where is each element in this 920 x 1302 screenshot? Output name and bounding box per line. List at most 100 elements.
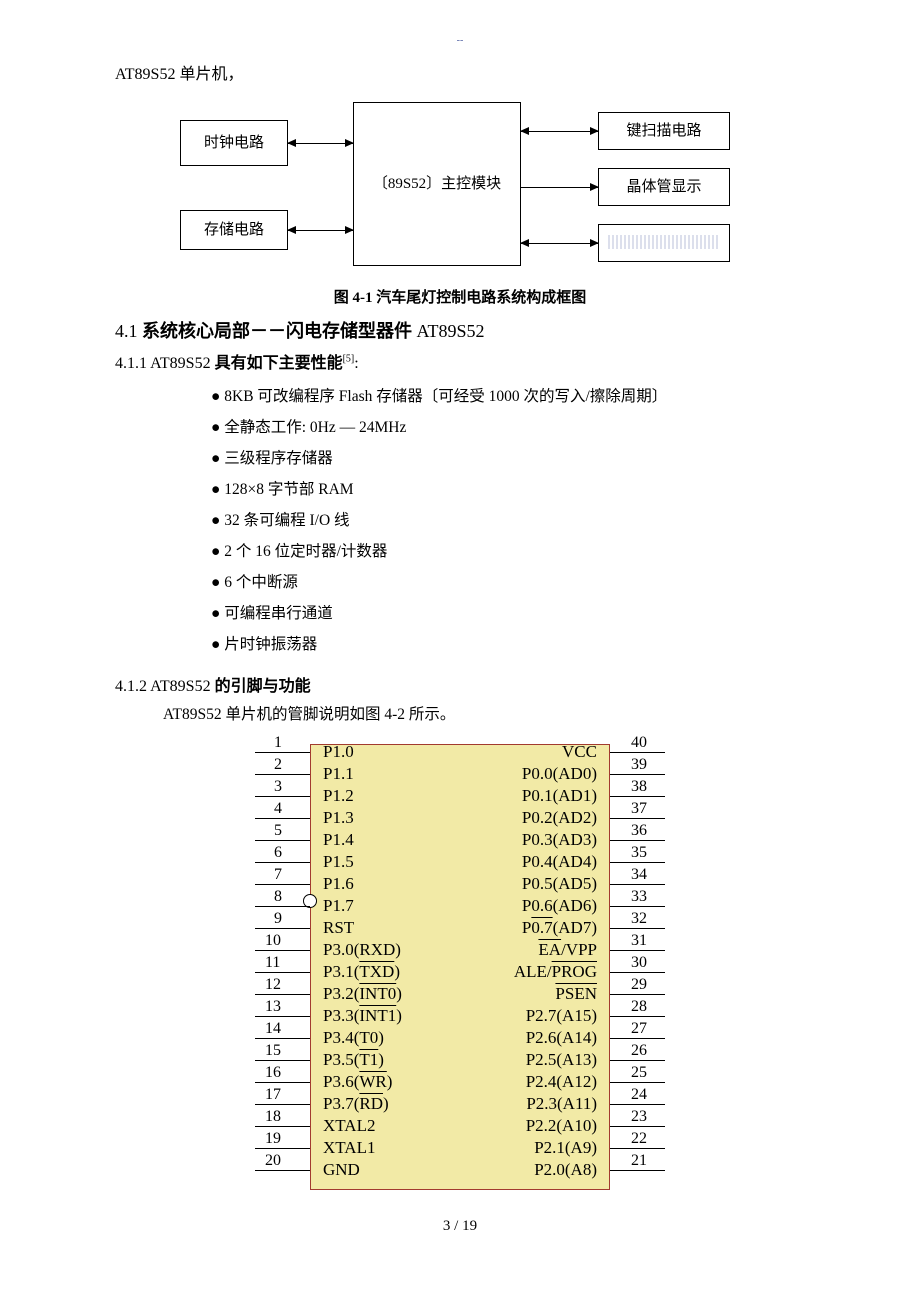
pin-num-right: 40 — [631, 734, 647, 752]
bullet-item: ● 32 条可编程 I/O 线 — [211, 505, 805, 536]
pin-label-left: RST — [323, 918, 354, 938]
pin-num-left: 14 — [265, 1020, 281, 1038]
pin-num-left: 6 — [274, 844, 282, 862]
bullet-item: ● 6 个中断源 — [211, 567, 805, 598]
pin-line-right — [610, 1148, 665, 1149]
header-mark: -- — [457, 35, 464, 46]
pin-line-right — [610, 1126, 665, 1127]
pin-label-right: P0.6(AD6) — [522, 896, 597, 916]
pin-line-left — [255, 752, 310, 753]
pin-num-left: 5 — [274, 822, 282, 840]
h411-prefix: 4.1.1 AT89S52 — [115, 355, 215, 372]
page: -- AT89S52 单片机， 时钟电路存储电路〔89S52〕主控模块键扫描电路… — [0, 0, 920, 1275]
section-title-bold: 系统核心局部－－闪电存储型器件 — [142, 321, 412, 341]
section-4-1-heading: 4.1 系统核心局部－－闪电存储型器件 AT89S52 — [115, 317, 805, 343]
arrow-1 — [288, 230, 353, 231]
pin-line-right — [610, 818, 665, 819]
pin-label-right: P0.1(AD1) — [522, 786, 597, 806]
pin-line-right — [610, 840, 665, 841]
pin-label-right: EA/VPP — [538, 940, 597, 960]
pin-label-left: XTAL2 — [323, 1116, 375, 1136]
pin-line-left — [255, 796, 310, 797]
pin-label-right: P2.2(A10) — [526, 1116, 597, 1136]
pin-line-right — [610, 862, 665, 863]
pin-line-left — [255, 1060, 310, 1061]
page-footer: 3 / 19 — [115, 1218, 805, 1235]
pin-line-left — [255, 950, 310, 951]
pin-line-right — [610, 1082, 665, 1083]
pin-line-left — [255, 1082, 310, 1083]
pin-label-right: ALE/PROG — [514, 962, 597, 982]
pin-label-right: P2.5(A13) — [526, 1050, 597, 1070]
pin-line-left — [255, 994, 310, 995]
pin-num-right: 38 — [631, 778, 647, 796]
pin-num-left: 2 — [274, 756, 282, 774]
pin-label-right: P0.5(AD5) — [522, 874, 597, 894]
pin-label-right: P2.0(A8) — [534, 1160, 597, 1180]
pin-label-right: VCC — [562, 742, 597, 762]
pin-num-right: 27 — [631, 1020, 647, 1038]
pin-num-right: 30 — [631, 954, 647, 972]
pin-line-left — [255, 1170, 310, 1171]
pin-num-left: 9 — [274, 910, 282, 928]
pin-line-left — [255, 1016, 310, 1017]
pin-num-left: 15 — [265, 1042, 281, 1060]
pin-label-left: P1.7 — [323, 896, 354, 916]
pin-num-left: 20 — [265, 1152, 281, 1170]
arrow-4 — [521, 243, 598, 244]
arrow-0 — [288, 143, 353, 144]
block-main: 〔89S52〕主控模块 — [353, 102, 521, 266]
pin-num-right: 29 — [631, 976, 647, 994]
pin-label-left: P1.5 — [323, 852, 354, 872]
pin-label-left: P1.1 — [323, 764, 354, 784]
pin-label-right: P0.7(AD7) — [522, 918, 597, 938]
pin-num-right: 34 — [631, 866, 647, 884]
pin-num-right: 26 — [631, 1042, 647, 1060]
arrow-2 — [521, 131, 598, 132]
pin-line-left — [255, 1038, 310, 1039]
pin-label-right: P0.0(AD0) — [522, 764, 597, 784]
arrow-3 — [521, 187, 598, 188]
pin-label-right: P2.3(A11) — [526, 1094, 597, 1114]
pin-num-right: 35 — [631, 844, 647, 862]
pin-label-right: PSEN — [555, 984, 597, 1004]
pin-num-left: 17 — [265, 1086, 281, 1104]
pin-line-right — [610, 906, 665, 907]
pin-line-right — [610, 752, 665, 753]
pin-num-right: 33 — [631, 888, 647, 906]
pin-label-left: P3.7(RD) — [323, 1094, 389, 1114]
block-blank-smudge — [608, 235, 720, 249]
pin-line-left — [255, 972, 310, 973]
pin-line-left — [255, 1148, 310, 1149]
pin-line-left — [255, 1104, 310, 1105]
bullet-item: ● 片时钟振荡器 — [211, 629, 805, 660]
pin-line-right — [610, 1038, 665, 1039]
bullet-item: ● 8KB 可改编程序 Flash 存储器〔可经受 1000 次的写入/擦除周期… — [211, 381, 805, 412]
pin-label-right: P2.1(A9) — [534, 1138, 597, 1158]
pin-num-left: 19 — [265, 1130, 281, 1148]
pin-label-left: P1.4 — [323, 830, 354, 850]
bullet-item: ● 三级程序存储器 — [211, 443, 805, 474]
h412-bold: 的引脚与功能 — [215, 678, 311, 695]
pin-num-left: 13 — [265, 998, 281, 1016]
pin-num-right: 25 — [631, 1064, 647, 1082]
pin-num-left: 11 — [265, 954, 280, 972]
pin-label-left: P3.6(WR) — [323, 1072, 392, 1092]
pin-label-left: P3.1(TXD) — [323, 962, 400, 982]
pin-num-left: 18 — [265, 1108, 281, 1126]
pin-line-left — [255, 928, 310, 929]
pin-num-right: 24 — [631, 1086, 647, 1104]
pin-label-left: P1.2 — [323, 786, 354, 806]
h412-prefix: 4.1.2 AT89S52 — [115, 678, 215, 695]
pin-num-right: 32 — [631, 910, 647, 928]
pin-num-right: 36 — [631, 822, 647, 840]
pin-line-right — [610, 1104, 665, 1105]
pin-label-right: P0.3(AD3) — [522, 830, 597, 850]
block-storage: 存储电路 — [180, 210, 288, 250]
feature-bullets: ● 8KB 可改编程序 Flash 存储器〔可经受 1000 次的写入/擦除周期… — [211, 381, 805, 660]
pin-line-right — [610, 1016, 665, 1017]
pin-line-left — [255, 906, 310, 907]
pin-label-left: P3.5(T1) — [323, 1050, 384, 1070]
pin-num-right: 28 — [631, 998, 647, 1016]
block-disp: 晶体管显示 — [598, 168, 730, 206]
